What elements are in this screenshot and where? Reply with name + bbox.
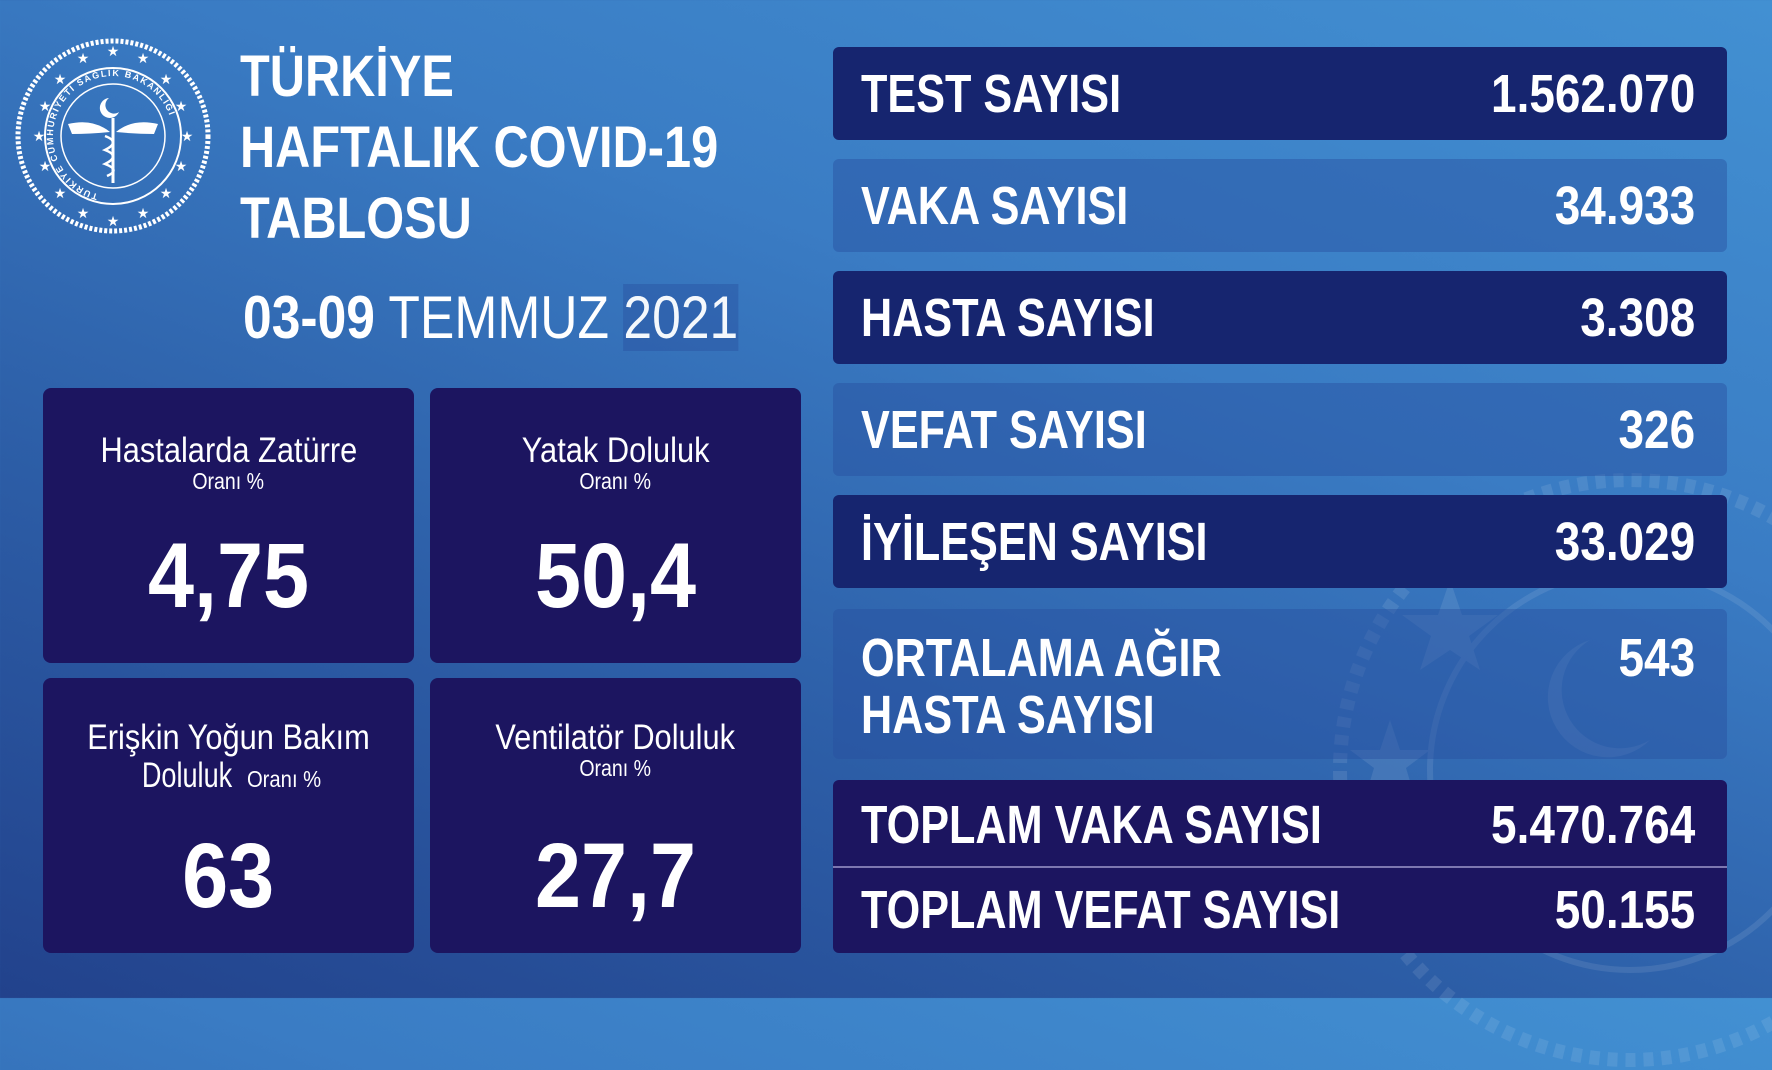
row-label-2: HASTA SAYISI (861, 685, 1155, 745)
total-cases-label: TOPLAM VAKA SAYISI (861, 795, 1322, 855)
row-value: 1.562.070 (1490, 63, 1695, 124)
card-ventilator-occupancy: Ventilatör Doluluk Oranı % 27,7 (430, 678, 801, 953)
svg-text:★: ★ (160, 185, 173, 201)
date-range: 03-09 TEMMUZ 2021 (243, 284, 819, 351)
title-line-3: TABLOSU (240, 186, 472, 251)
row-recovered-count: İYİLEŞEN SAYISI 33.029 (833, 495, 1727, 588)
card-title: Erişkin Yoğun Bakım (87, 718, 370, 757)
svg-text:★: ★ (33, 128, 46, 144)
card-title: Ventilatör Doluluk (495, 718, 736, 757)
svg-text:★: ★ (107, 213, 120, 229)
svg-text:★: ★ (137, 205, 150, 221)
card-subtitle: Oranı % (579, 468, 652, 494)
svg-text:★: ★ (39, 98, 52, 114)
svg-text:★: ★ (77, 50, 90, 66)
card-subtitle: Oranı % (579, 755, 652, 781)
card-pneumonia-rate: Hastalarda Zatürre Oranı % 4,75 (43, 388, 414, 663)
ministry-logo: TÜRKİYE CUMHURİYETİ SAĞLIK BAKANLIĞI ★★ ★… (15, 38, 211, 234)
svg-text:★: ★ (175, 158, 188, 174)
date-year: 2021 (623, 284, 739, 351)
date-days: 03-09 (243, 284, 375, 351)
title-line-2: HAFTALIK COVID-19 (240, 115, 719, 180)
svg-text:★: ★ (77, 205, 90, 221)
total-cases-value: 5.470.764 (1490, 795, 1695, 855)
svg-text:★: ★ (107, 43, 120, 59)
card-value: 50,4 (534, 525, 697, 627)
svg-text:★: ★ (137, 50, 150, 66)
svg-text:★: ★ (39, 158, 52, 174)
card-value: 63 (182, 825, 275, 927)
card-title: Hastalarda Zatürre (100, 431, 357, 470)
row-label: HASTA SAYISI (861, 287, 1155, 348)
card-subtitle: Oranı % (247, 766, 322, 792)
row-critical-patient-count: ORTALAMA AĞIR HASTA SAYISI 543 (833, 609, 1727, 759)
divider (833, 866, 1727, 868)
title-line-1: TÜRKİYE (240, 44, 454, 109)
total-deaths-value: 50.155 (1554, 880, 1695, 940)
row-test-count: TEST SAYISI 1.562.070 (833, 47, 1727, 140)
total-deaths-label: TOPLAM VEFAT SAYISI (861, 880, 1341, 940)
card-value: 4,75 (147, 525, 310, 627)
card-value: 27,7 (534, 825, 697, 927)
svg-text:★: ★ (54, 71, 67, 87)
row-label: TEST SAYISI (861, 63, 1122, 124)
row-death-count: VEFAT SAYISI 326 (833, 383, 1727, 476)
row-patient-count: HASTA SAYISI 3.308 (833, 271, 1727, 364)
row-value: 326 (1618, 399, 1695, 460)
svg-text:★: ★ (160, 71, 173, 87)
row-value: 3.308 (1580, 287, 1695, 348)
row-label: ORTALAMA AĞIR (861, 628, 1222, 688)
card-title: Yatak Doluluk (521, 431, 710, 470)
date-month: TEMMUZ (388, 284, 610, 351)
card-title-2: Doluluk (141, 756, 233, 795)
svg-text:★: ★ (175, 98, 188, 114)
totals-box: TOPLAM VAKA SAYISI 5.470.764 TOPLAM VEFA… (833, 780, 1727, 953)
row-value: 34.933 (1554, 175, 1695, 236)
row-value: 33.029 (1554, 511, 1695, 572)
card-icu-occupancy: Erişkin Yoğun Bakım Doluluk Oranı % 63 (43, 678, 414, 953)
card-subtitle: Oranı % (192, 468, 265, 494)
card-bed-occupancy: Yatak Doluluk Oranı % 50,4 (430, 388, 801, 663)
row-label: İYİLEŞEN SAYISI (861, 511, 1208, 572)
svg-text:★: ★ (54, 185, 67, 201)
svg-text:★: ★ (181, 128, 194, 144)
row-label: VAKA SAYISI (861, 175, 1129, 236)
row-value: 543 (1618, 628, 1695, 688)
row-label: VEFAT SAYISI (861, 399, 1147, 460)
row-case-count: VAKA SAYISI 34.933 (833, 159, 1727, 252)
